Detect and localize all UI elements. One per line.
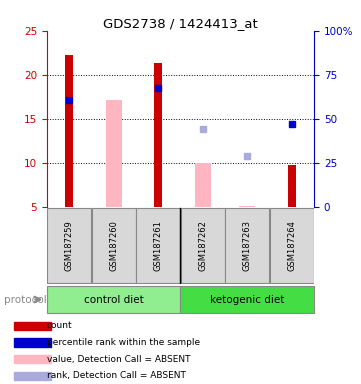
Text: percentile rank within the sample: percentile rank within the sample: [47, 338, 200, 347]
Text: protocol: protocol: [4, 295, 46, 305]
Bar: [14, 372, 51, 380]
Text: control diet: control diet: [84, 295, 144, 305]
FancyBboxPatch shape: [226, 208, 269, 283]
FancyBboxPatch shape: [92, 208, 135, 283]
Bar: [288, 165, 296, 207]
Text: value, Detection Call = ABSENT: value, Detection Call = ABSENT: [47, 354, 191, 364]
FancyBboxPatch shape: [47, 208, 91, 283]
FancyBboxPatch shape: [47, 286, 180, 313]
FancyBboxPatch shape: [136, 208, 180, 283]
Bar: [14, 355, 51, 363]
Text: GSM187259: GSM187259: [65, 220, 74, 271]
Bar: [195, 163, 210, 207]
Text: rank, Detection Call = ABSENT: rank, Detection Call = ABSENT: [47, 371, 186, 380]
Bar: [154, 63, 162, 207]
Bar: [14, 338, 51, 347]
Text: GSM187260: GSM187260: [109, 220, 118, 271]
FancyBboxPatch shape: [181, 208, 225, 283]
Title: GDS2738 / 1424413_at: GDS2738 / 1424413_at: [103, 17, 258, 30]
Text: GSM187262: GSM187262: [198, 220, 207, 271]
Text: count: count: [47, 321, 73, 331]
Text: GSM187261: GSM187261: [154, 220, 163, 271]
FancyBboxPatch shape: [180, 286, 314, 313]
Text: GSM187263: GSM187263: [243, 220, 252, 271]
Text: GSM187264: GSM187264: [287, 220, 296, 271]
Text: ketogenic diet: ketogenic diet: [210, 295, 284, 305]
FancyBboxPatch shape: [270, 208, 314, 283]
Bar: [14, 322, 51, 330]
Bar: [65, 55, 73, 207]
Bar: [106, 99, 122, 207]
